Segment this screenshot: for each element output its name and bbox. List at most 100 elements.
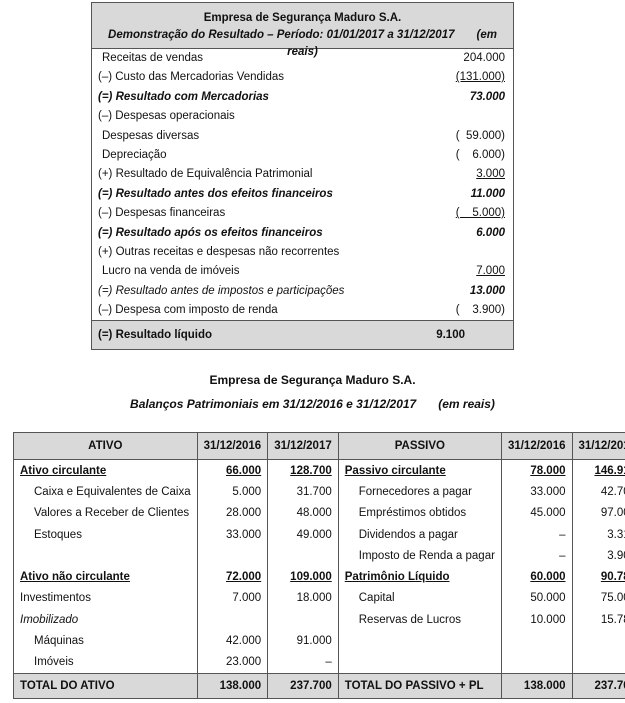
column-header: 31/12/2016 — [196, 432, 269, 460]
table-cell: 18.000 — [267, 587, 339, 610]
table-cell: Imposto de Renda a pagar — [337, 545, 502, 567]
table-row: Ativo não circulante 72.000 109.000 Patrimô… — [13, 566, 625, 588]
table-cell: 42.700 — [571, 481, 625, 503]
table-row: Valores a Receber de Clientes 28.000 48.00… — [13, 502, 625, 524]
table-cell: Imóveis — [13, 651, 198, 674]
income-row: (–) Despesa com imposto de renda ( 3.900) — [92, 301, 513, 320]
table-cell: 15.785 — [571, 609, 625, 631]
unit-label: (em reais) — [287, 29, 497, 58]
row-label: (=) Resultado líquido — [98, 329, 213, 342]
table-cell: 42.000 — [196, 630, 269, 652]
column-header: PASSIVO — [337, 432, 502, 460]
table-cell: 138.000 — [500, 672, 573, 699]
table-cell: Reservas de Lucros — [337, 609, 502, 631]
table-cell — [571, 630, 625, 652]
table-cell: Ativo não circulante — [13, 566, 198, 588]
table-cell: Dividendos a pagar — [337, 523, 502, 546]
table-cell — [196, 609, 269, 631]
table-cell: Passivo circulante — [337, 459, 502, 482]
row-label: (–) Despesas financeiras — [98, 207, 226, 220]
table-cell: Patrimônio Líquido — [337, 566, 502, 588]
balance-title: Balanços Patrimoniais em 31/12/2016 e 31… — [130, 397, 417, 411]
row-value: 9.100 — [436, 329, 465, 342]
table-cell: – — [500, 545, 573, 567]
row-label: Despesas diversas — [102, 129, 200, 142]
table-cell: 237.700 — [267, 672, 339, 699]
row-label: (=) Resultado antes de impostos e partic… — [98, 284, 345, 297]
table-cell: 48.000 — [267, 502, 339, 524]
row-value: ( 5.000) — [455, 207, 505, 220]
table-cell: 45.000 — [500, 502, 573, 524]
table-row: Investimentos 7.000 18.000 Capital 50.000 75.… — [13, 587, 625, 610]
table-cell: TOTAL DO PASSIVO + PL — [337, 672, 502, 699]
table-cell: 72.000 — [196, 566, 269, 588]
column-header: 31/12/2016 — [500, 432, 573, 460]
table-cell: Caixa e Equivalentes de Caixa — [13, 481, 198, 503]
row-label: Receitas de vendas — [102, 52, 204, 64]
table-cell — [571, 651, 625, 674]
row-label: (=) Resultado após os efeitos financeiro… — [98, 226, 323, 239]
table-cell: 33.000 — [196, 523, 269, 546]
income-row: (+) Outras receitas e despesas não recor… — [92, 243, 513, 262]
balance-unit: (em reais) — [438, 397, 495, 411]
income-row: (+) Resultado de Equivalência Patrimonia… — [92, 165, 513, 184]
income-statement-header: Empresa de Segurança Maduro S.A. Demonst… — [92, 3, 513, 58]
income-row: (=) Resultado antes dos efeitos financei… — [92, 185, 513, 204]
table-cell — [500, 651, 573, 674]
table-cell: Empréstimos obtidos — [337, 502, 502, 524]
net-income-row: (=) Resultado líquido 9.100 — [92, 320, 513, 350]
row-value: ( 6.000) — [455, 148, 505, 161]
income-row: (=) Resultado após os efeitos financeiro… — [92, 224, 513, 243]
table-cell: Fornecedores a pagar — [337, 481, 502, 503]
table-row: Máquinas 42.000 91.000 — [13, 630, 625, 652]
row-value: 11.000 — [470, 187, 505, 200]
row-value: ( 3.900) — [455, 304, 505, 317]
table-row: Imóveis 23.000– — [13, 651, 625, 674]
income-row: (–) Despesas operacionais — [92, 107, 513, 126]
table-cell: Estoques — [13, 523, 198, 546]
table-cell: 78.000 — [500, 459, 573, 482]
table-cell: 146.915 — [571, 459, 625, 482]
column-header: 31/12/2017 — [267, 432, 339, 460]
row-label: (–) Despesas operacionais — [98, 110, 235, 123]
table-cell: 23.000 — [196, 651, 269, 674]
table-cell: 7.000 — [196, 587, 269, 610]
row-label: (+) Resultado de Equivalência Patrimonia… — [98, 168, 313, 181]
income-statement: Empresa de Segurança Maduro S.A. Demonst… — [91, 2, 514, 351]
row-label: (–) Custo das Mercadorias Vendidas — [98, 71, 285, 84]
table-cell — [267, 609, 339, 631]
table-cell: Máquinas — [13, 630, 198, 652]
table-cell: – — [267, 651, 339, 674]
total-row: TOTAL DO ATIVO 138.000 237.700 TOTAL DO PAS… — [13, 672, 625, 699]
table-cell: TOTAL DO ATIVO — [13, 672, 198, 699]
table-cell: Imobilizado — [13, 609, 198, 631]
table-cell: 97.000 — [571, 502, 625, 524]
row-value: 13.000 — [469, 284, 505, 297]
balance-sheet-table: ATIVO 31/12/2016 31/12/2017 PASSIVO 31/12/20… — [13, 432, 625, 699]
table-row: Caixa e Equivalentes de Caixa 5.000 31.700… — [13, 481, 625, 503]
income-statement-rows: Receitas de vendas 204.000 (–) Custo das M… — [92, 49, 513, 320]
table-cell — [337, 651, 502, 674]
row-label: (=) Resultado antes dos efeitos financei… — [98, 187, 333, 200]
table-cell: 66.000 — [196, 459, 269, 482]
table-cell: 33.000 — [500, 481, 573, 503]
table-cell: 138.000 — [196, 672, 269, 699]
row-value: 7.000 — [476, 265, 505, 278]
table-cell — [196, 545, 269, 567]
table-row: Ativo circulante 66.000 128.700 Passivo cir… — [13, 459, 625, 482]
row-value: 204.000 — [463, 52, 505, 64]
income-row: Receitas de vendas 204.000 — [92, 49, 513, 68]
income-row: (–) Custo das Mercadorias Vendidas (131.0… — [92, 68, 513, 87]
column-header: ATIVO — [13, 432, 198, 460]
column-header: 31/12/2017 — [571, 432, 625, 460]
row-label: Depreciação — [102, 148, 167, 161]
row-label: (=) Resultado com Mercadorias — [98, 90, 269, 103]
income-row: (=) Resultado com Mercadorias 73.000 — [92, 88, 513, 107]
table-cell — [337, 630, 502, 652]
table-cell: 49.000 — [267, 523, 339, 546]
table-cell: 28.000 — [196, 502, 269, 524]
table-cell: 237.700 — [571, 672, 625, 699]
table-cell: 75.000 — [571, 587, 625, 610]
table-cell — [13, 545, 198, 567]
table-cell: 5.000 — [196, 481, 269, 503]
